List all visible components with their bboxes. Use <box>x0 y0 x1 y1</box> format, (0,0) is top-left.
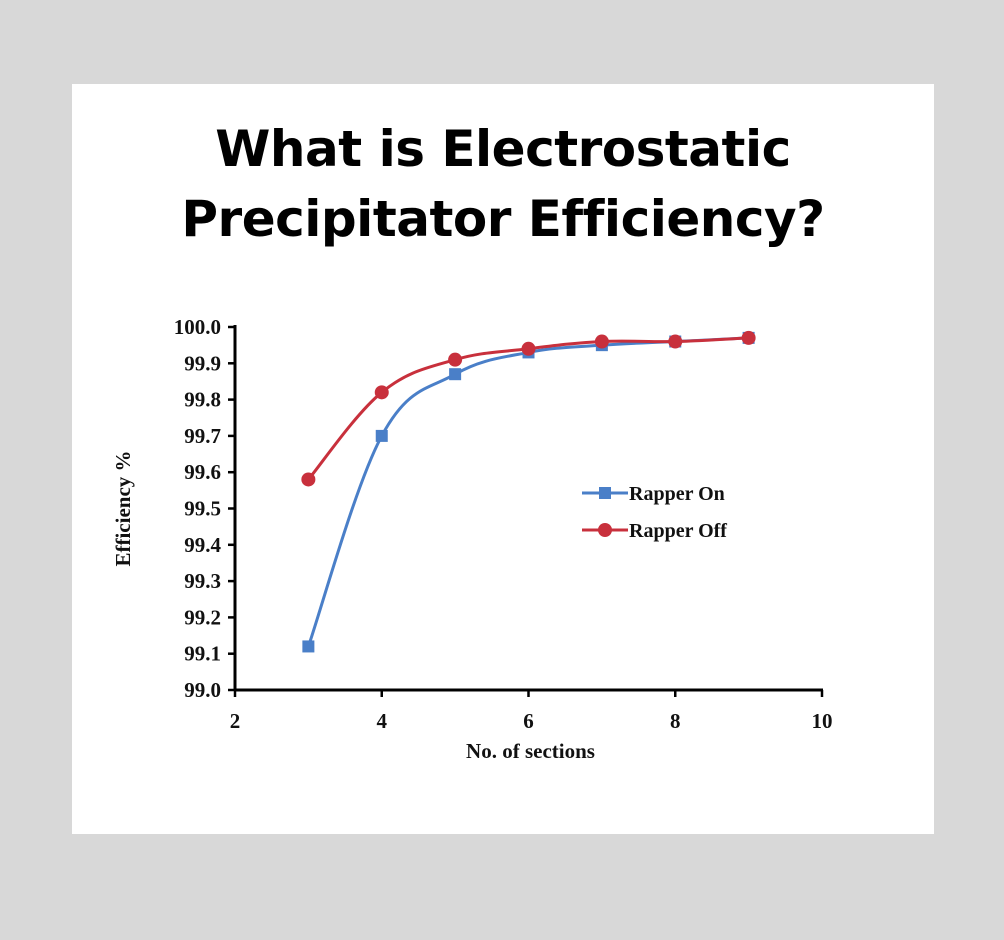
legend-circle-marker-icon <box>598 523 612 537</box>
y-axis-ticks: 99.0 99.1 99.2 99.3 99.4 99.5 99.6 99.7 99.8 99.9… <box>174 315 235 702</box>
x-axis-ticks: 2 4 6 8 10 <box>230 690 833 733</box>
y-tick-label: 99.9 <box>184 351 221 375</box>
x-tick-label: 8 <box>670 709 681 733</box>
legend-item-rapper-on: Rapper On <box>582 483 725 505</box>
data-point-square <box>302 640 315 653</box>
legend-label: Rapper Off <box>629 520 727 542</box>
y-tick-label: 99.4 <box>184 533 221 557</box>
legend-square-marker-icon <box>599 487 611 499</box>
y-tick-label: 99.5 <box>184 497 221 521</box>
image-panel: What is Electrostatic Precipitator Effic… <box>72 84 934 834</box>
y-tick-label: 100.0 <box>174 315 221 339</box>
data-point-circle <box>594 334 609 349</box>
y-tick-label: 99.8 <box>184 388 221 412</box>
y-tick-label: 99.3 <box>184 569 221 593</box>
series-line <box>307 336 749 481</box>
x-tick-label: 2 <box>230 709 241 733</box>
series-rapper-off <box>301 330 756 487</box>
data-point-circle <box>448 352 463 367</box>
data-point-square <box>375 429 388 442</box>
y-tick-label: 99.6 <box>184 460 221 484</box>
title-line-2: Precipitator Efficiency? <box>181 190 825 248</box>
data-point-circle <box>374 385 389 400</box>
data-point-circle <box>301 472 316 487</box>
efficiency-chart: 99.0 99.1 99.2 99.3 99.4 99.5 99.6 99.7 99.8 99.9… <box>111 315 833 763</box>
page-title: What is Electrostatic Precipitator Effic… <box>72 114 934 254</box>
data-point-square <box>449 368 462 381</box>
y-tick-label: 99.1 <box>184 642 221 666</box>
x-axis-label: No. of sections <box>466 739 595 763</box>
x-tick-label: 6 <box>523 709 534 733</box>
legend-label: Rapper On <box>629 483 725 505</box>
data-point-circle <box>668 334 683 349</box>
legend-item-rapper-off: Rapper Off <box>582 520 727 542</box>
y-axis-label: Efficiency % <box>111 450 135 566</box>
series-layer <box>301 330 756 653</box>
y-tick-label: 99.2 <box>184 605 221 629</box>
title-line-1: What is Electrostatic <box>215 120 791 178</box>
data-point-circle <box>741 330 756 345</box>
y-tick-label: 99.7 <box>184 424 221 448</box>
legend: Rapper On Rapper Off <box>582 483 727 542</box>
y-tick-label: 99.0 <box>184 678 221 702</box>
x-tick-label: 4 <box>377 709 388 733</box>
x-tick-label: 10 <box>812 709 833 733</box>
data-point-circle <box>521 341 536 356</box>
